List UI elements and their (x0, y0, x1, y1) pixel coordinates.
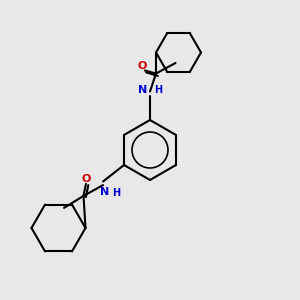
Text: N: N (138, 85, 147, 94)
Text: H: H (112, 188, 120, 197)
Text: N: N (100, 187, 109, 197)
Text: H: H (154, 85, 163, 95)
Text: O: O (82, 174, 91, 184)
Text: O: O (138, 61, 147, 70)
